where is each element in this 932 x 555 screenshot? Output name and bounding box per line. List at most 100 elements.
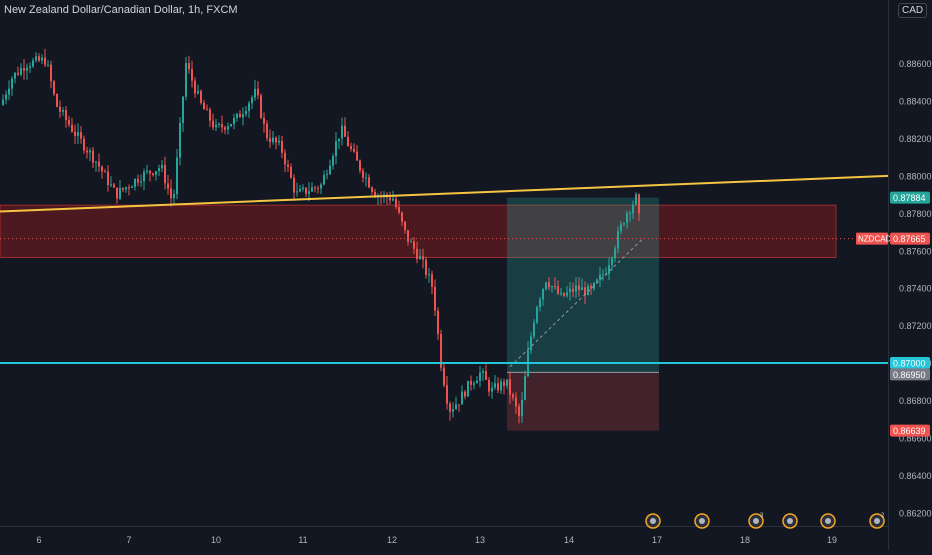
candle — [422, 256, 424, 260]
candle — [308, 191, 310, 194]
candle — [569, 288, 571, 293]
candle — [293, 177, 295, 193]
candle — [50, 64, 52, 82]
candle — [317, 187, 319, 189]
candle — [260, 95, 262, 118]
candle — [230, 124, 232, 127]
candle — [53, 81, 55, 95]
candle — [587, 285, 589, 295]
price-tick-label: 0.88200 — [899, 134, 932, 144]
time-tick-label: 7 — [126, 535, 131, 545]
candle — [533, 322, 535, 337]
candle — [119, 187, 121, 199]
price-badge — [890, 191, 930, 204]
candle — [551, 286, 553, 288]
candle — [140, 181, 142, 183]
symbol-badge-label: NZDCAD — [858, 235, 892, 244]
candle — [632, 204, 634, 213]
candle — [311, 187, 313, 192]
price-tick-label: 0.86200 — [899, 508, 932, 518]
candle — [65, 110, 67, 120]
candle — [467, 380, 469, 397]
candle — [269, 138, 271, 143]
currency-button[interactable]: CAD — [898, 3, 928, 18]
candle — [353, 148, 355, 152]
candle — [395, 198, 397, 208]
candle — [458, 404, 460, 406]
candle — [407, 230, 409, 242]
candle — [170, 188, 172, 199]
candle — [179, 122, 181, 158]
candle — [542, 289, 544, 300]
candle — [446, 385, 448, 404]
candle — [8, 88, 10, 95]
candle — [254, 88, 256, 98]
economic-event-icon-dot — [787, 518, 793, 524]
economic-event-icon-dot — [825, 518, 831, 524]
candle — [29, 66, 31, 68]
candle — [431, 274, 433, 287]
candle — [416, 248, 418, 260]
candle — [539, 299, 541, 307]
candle — [497, 383, 499, 391]
candle — [410, 241, 412, 243]
candle — [512, 394, 514, 398]
candle — [560, 292, 562, 294]
candle — [158, 168, 160, 172]
candle — [194, 80, 196, 94]
candle — [38, 56, 40, 61]
candle — [98, 161, 100, 167]
candle — [617, 231, 619, 249]
candle — [494, 383, 496, 388]
candle — [590, 285, 592, 289]
trend-line[interactable] — [0, 174, 889, 213]
candle — [326, 174, 328, 176]
candle — [320, 184, 322, 189]
candle — [362, 170, 364, 178]
candle — [182, 96, 184, 123]
candle — [470, 380, 472, 385]
candle — [449, 403, 451, 412]
candle — [143, 171, 145, 182]
candle — [620, 224, 622, 232]
position-profit-zone[interactable] — [507, 197, 659, 373]
candle — [479, 372, 481, 381]
economic-event-icon-dot — [650, 518, 656, 524]
candle — [59, 106, 61, 112]
candle — [584, 287, 586, 295]
candle — [503, 381, 505, 386]
candle — [413, 241, 415, 249]
candle — [482, 371, 484, 373]
price-badge — [890, 357, 930, 370]
candle — [176, 157, 178, 195]
price-tick-label: 0.86600 — [899, 433, 932, 443]
candle — [92, 150, 94, 163]
candle — [32, 60, 34, 67]
candle — [218, 124, 220, 126]
candle — [638, 194, 640, 214]
economic-event-icon-dot — [753, 518, 759, 524]
candle — [167, 183, 169, 189]
price-axis[interactable] — [888, 0, 932, 550]
candle — [455, 404, 457, 410]
candle — [68, 119, 70, 125]
supply-zone[interactable] — [0, 204, 837, 259]
price-badge-label: 0.87884 — [893, 193, 926, 203]
economic-event-count: 3 — [760, 513, 764, 519]
price-badge-label: 0.87665 — [893, 234, 926, 244]
price-tick-label: 0.87400 — [899, 284, 932, 294]
candle — [572, 288, 574, 292]
candle — [173, 194, 175, 199]
candle — [242, 114, 244, 118]
price-tick-label: 0.87200 — [899, 321, 932, 331]
candle — [596, 279, 598, 283]
candle — [296, 191, 298, 193]
candle — [485, 371, 487, 380]
candle — [554, 286, 556, 288]
candle — [5, 94, 7, 100]
position-loss-zone[interactable] — [507, 372, 659, 431]
candle — [428, 274, 430, 276]
candle — [500, 381, 502, 391]
